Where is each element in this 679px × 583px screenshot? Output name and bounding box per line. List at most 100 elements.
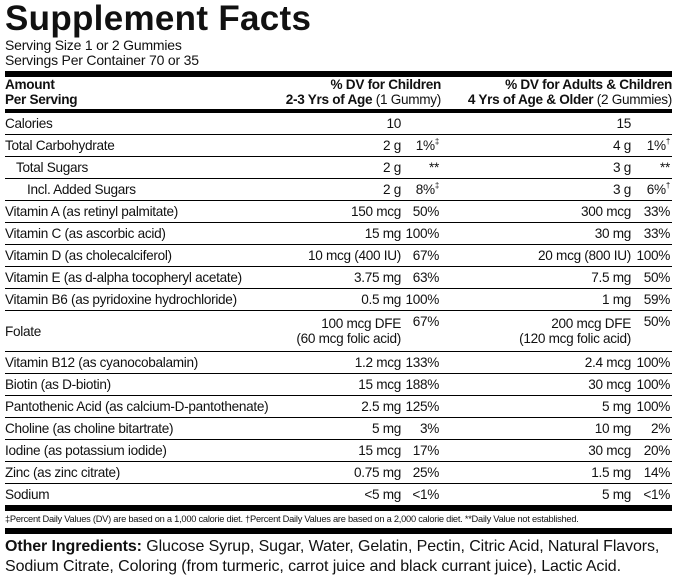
adult-amount: 4 g xyxy=(441,134,631,157)
child-amount-text: 10 xyxy=(386,116,401,131)
child-amount-note: (60 mcg folic acid) xyxy=(296,331,401,346)
adult-dv: 33% xyxy=(631,200,673,223)
child-dv: 1%‡ xyxy=(401,134,442,157)
child-dv: 3% xyxy=(401,417,442,440)
adult-amount: 30 mg xyxy=(441,222,632,245)
adult-amount-text: 20 mcg (800 IU) xyxy=(538,248,632,263)
adult-dv-text: 100% xyxy=(636,248,671,263)
adult-dv-text: 14% xyxy=(643,465,671,480)
adult-amount: 1.5 mg xyxy=(441,461,632,484)
adult-amount: 10 mg xyxy=(441,417,632,440)
adult-amount-text: 300 mcg xyxy=(580,204,632,219)
adult-dv-text: <1% xyxy=(643,487,671,502)
nutrient-name: Calories xyxy=(5,110,277,135)
adult-amount: 5 mg xyxy=(441,395,632,418)
child-amount-text: 15 mg xyxy=(364,226,402,241)
children-qty: (1 Gummy) xyxy=(375,92,442,107)
adult-dv-text: 50% xyxy=(643,314,671,329)
nutrient-name: Vitamin C (as ascorbic acid) xyxy=(5,222,277,245)
adult-dv-text: 1% xyxy=(646,138,666,153)
adult-dv-text: 100% xyxy=(636,355,671,370)
other-ingredients-text: Glucose Syrup, Sugar, Water, Gelatin, Pe… xyxy=(5,538,660,575)
child-dv-text: 63% xyxy=(412,270,440,285)
child-amount: 3.75 mg xyxy=(277,266,401,289)
child-amount: 0.5 mg xyxy=(277,288,401,311)
adult-amount: 2.4 mcg xyxy=(441,351,632,374)
child-amount-text: 0.75 mg xyxy=(353,465,401,480)
amount: Amount xyxy=(5,77,55,92)
facts-table: Amount Per Serving % DV for Children 2-3 Y… xyxy=(5,77,672,505)
child-dv: 133% xyxy=(401,351,442,374)
child-dv-text: 125% xyxy=(405,399,440,414)
adult-amount-note: (120 mcg folic acid) xyxy=(519,331,632,346)
adult-dv: 6%† xyxy=(631,178,673,201)
adult-amount-text: 10 mg xyxy=(594,421,632,436)
adult-amount-text: 30 mg xyxy=(594,226,632,241)
child-amount-text: 2 g xyxy=(383,138,401,153)
nutrient-row: Iodine (as potassium iodide) 15 mcg 17% 30 … xyxy=(5,439,673,462)
nutrient-name: Vitamin D (as cholecalciferol) xyxy=(5,244,277,267)
nutrient-row: Biotin (as D-biotin) 15 mcg 188% 30 mcg 100% xyxy=(5,373,673,396)
nutrient-name: Zinc (as zinc citrate) xyxy=(5,461,277,484)
serving-size: Serving Size 1 or 2 Gummies xyxy=(5,37,182,53)
child-dv: 125% xyxy=(401,395,442,418)
nutrient-name: Vitamin E (as d-alpha tocopheryl acetate… xyxy=(5,266,277,289)
adult-amount-text: 1.5 mg xyxy=(591,465,632,480)
child-dv-text: 17% xyxy=(412,443,440,458)
nutrient-name: Choline (as choline bitartrate) xyxy=(5,417,277,440)
child-dv-text: ** xyxy=(429,160,440,175)
adult-dv: 33% xyxy=(631,222,673,245)
nutrient-row: Total Carbohydrate 2 g 1%‡ 4 g 1%† xyxy=(5,134,673,157)
adults-dv: % DV for Adults & Children xyxy=(505,77,673,92)
adult-dv: 59% xyxy=(631,288,673,311)
nutrient-name: Incl. Added Sugars xyxy=(5,178,277,201)
child-dv: 25% xyxy=(401,461,442,484)
child-amount-text: 100 mcg DFE xyxy=(321,316,401,331)
child-amount-text: 15 mcg xyxy=(358,443,401,458)
child-dv-text: <1% xyxy=(412,487,440,502)
adult-amount: 30 mcg xyxy=(441,439,631,462)
adult-amount: 5 mg xyxy=(441,483,632,505)
nutrient-row: Calories 10 15 xyxy=(5,110,673,135)
adult-amount-text: 2.4 mcg xyxy=(584,355,632,370)
adult-amount-text: 5 mg xyxy=(601,399,632,414)
nutrient-name: Vitamin B6 (as pyridoxine hydrochloride) xyxy=(5,288,277,311)
adult-dv: 14% xyxy=(631,461,673,484)
child-amount-text: 2 g xyxy=(383,160,401,175)
child-dv-text: 8% xyxy=(415,182,435,197)
child-amount-text: 15 mcg xyxy=(358,377,401,392)
adult-dv-text: 100% xyxy=(636,399,671,414)
child-amount: 10 mcg (400 IU) xyxy=(277,244,401,267)
adult-dv-text: 50% xyxy=(643,270,671,285)
adult-amount: 3 g xyxy=(441,178,632,201)
adult-dv: 100% xyxy=(631,395,673,418)
child-amount: 150 mcg xyxy=(277,200,401,223)
nutrient-row: Vitamin E (as d-alpha tocopheryl acetate… xyxy=(5,266,673,289)
nutrient-row: Total Sugars 2 g ** 3 g ** xyxy=(5,156,673,179)
nutrient-row: Vitamin C (as ascorbic acid) 15 mg 100% 30 … xyxy=(5,222,673,245)
children-age-line: 2-3 Yrs of Age (1 Gummy) xyxy=(277,92,442,107)
nutrient-row: Sodium <5 mg <1% 5 mg <1% xyxy=(5,483,673,505)
nutrient-name: Vitamin A (as retinyl palmitate) xyxy=(5,200,277,223)
child-amount-text: 2 g xyxy=(383,182,401,197)
child-dv-text: 100% xyxy=(405,292,440,307)
adult-dv xyxy=(631,110,673,135)
child-dv: ** xyxy=(401,156,442,179)
child-amount: 2 g xyxy=(277,134,401,157)
nutrient-name: Iodine (as potassium iodide) xyxy=(5,439,277,462)
adult-amount-text: 5 mg xyxy=(601,487,632,502)
nutrient-name: Pantothenic Acid (as calcium-D-pantothen… xyxy=(5,395,277,418)
nutrient-row: Choline (as choline bitartrate) 5 mg 3% 10 … xyxy=(5,417,673,440)
adults-age: 4 Yrs of Age & Older xyxy=(467,92,594,107)
adult-amount: 300 mcg xyxy=(441,200,632,223)
nutrient-name: Vitamin B12 (as cyanocobalamin) xyxy=(5,351,277,374)
adult-amount: 30 mcg xyxy=(441,373,631,396)
adult-amount: 7.5 mg xyxy=(441,266,631,289)
child-amount-text: 10 mcg (400 IU) xyxy=(308,248,401,263)
adult-amount-text: 3 g xyxy=(613,182,632,197)
child-dv: 67% xyxy=(401,244,442,267)
children-dv: % DV for Children xyxy=(330,77,442,92)
child-dv: 8%‡ xyxy=(401,178,442,201)
nutrient-row: Vitamin D (as cholecalciferol) 10 mcg (40… xyxy=(5,244,673,267)
footnote: ‡Percent Daily Values (DV) are based on … xyxy=(5,505,672,534)
